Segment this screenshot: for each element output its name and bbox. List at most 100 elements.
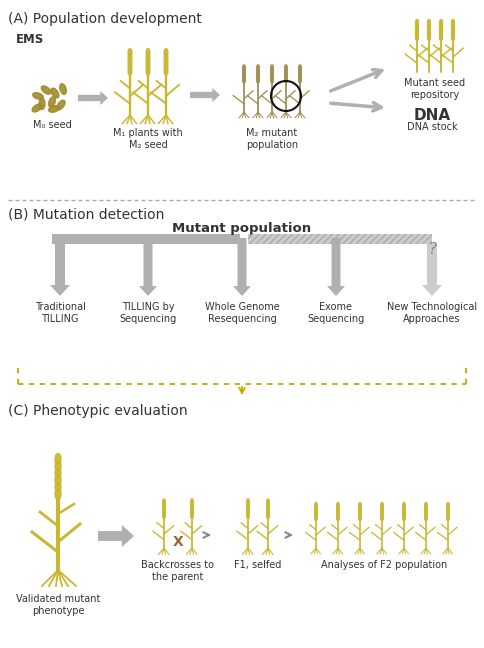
Bar	[247, 234, 431, 244]
Ellipse shape	[415, 30, 418, 37]
Ellipse shape	[270, 73, 273, 79]
Ellipse shape	[446, 509, 448, 515]
Ellipse shape	[424, 513, 426, 518]
Ellipse shape	[242, 77, 245, 83]
Polygon shape	[421, 244, 441, 296]
Ellipse shape	[146, 58, 150, 65]
Text: F1, selfed: F1, selfed	[234, 560, 281, 570]
Ellipse shape	[402, 509, 405, 515]
Ellipse shape	[380, 509, 382, 515]
Ellipse shape	[270, 65, 273, 71]
Ellipse shape	[439, 19, 441, 25]
Ellipse shape	[55, 489, 61, 500]
Ellipse shape	[446, 502, 448, 507]
Ellipse shape	[424, 502, 426, 507]
Text: New Technological
Approaches: New Technological Approaches	[386, 302, 476, 325]
Ellipse shape	[164, 49, 167, 56]
Ellipse shape	[358, 502, 361, 507]
Ellipse shape	[246, 513, 249, 518]
Polygon shape	[98, 525, 134, 547]
Ellipse shape	[242, 73, 245, 79]
Polygon shape	[232, 238, 251, 296]
Text: M₁ plants with
M₂ seed: M₁ plants with M₂ seed	[113, 128, 182, 150]
Ellipse shape	[426, 34, 430, 40]
Ellipse shape	[128, 67, 132, 75]
Ellipse shape	[424, 505, 426, 511]
Text: (C) Phenotypic evaluation: (C) Phenotypic evaluation	[8, 404, 187, 418]
Ellipse shape	[48, 106, 59, 112]
Text: Mutant population: Mutant population	[172, 222, 311, 235]
Ellipse shape	[256, 69, 259, 75]
Ellipse shape	[298, 65, 301, 71]
Ellipse shape	[439, 30, 441, 37]
Ellipse shape	[164, 53, 167, 61]
Polygon shape	[78, 91, 108, 105]
Ellipse shape	[190, 513, 193, 518]
Ellipse shape	[298, 77, 301, 83]
Text: (A) Population development: (A) Population development	[8, 12, 201, 26]
Ellipse shape	[266, 513, 269, 518]
Ellipse shape	[336, 509, 339, 515]
Ellipse shape	[402, 516, 405, 521]
Text: ?: ?	[427, 242, 435, 257]
Ellipse shape	[128, 49, 132, 56]
Ellipse shape	[246, 506, 249, 512]
Ellipse shape	[358, 509, 361, 515]
Bar	[247, 234, 431, 244]
Ellipse shape	[162, 513, 165, 518]
Ellipse shape	[358, 516, 361, 521]
Ellipse shape	[415, 19, 418, 25]
Ellipse shape	[51, 88, 59, 98]
Ellipse shape	[446, 513, 448, 518]
Ellipse shape	[128, 53, 132, 61]
Ellipse shape	[162, 509, 165, 515]
Ellipse shape	[266, 509, 269, 515]
Ellipse shape	[32, 104, 42, 112]
Ellipse shape	[270, 77, 273, 83]
Ellipse shape	[266, 502, 269, 508]
Ellipse shape	[146, 63, 150, 71]
Ellipse shape	[246, 502, 249, 508]
Text: M₂ mutant
population: M₂ mutant population	[245, 128, 298, 150]
Ellipse shape	[415, 23, 418, 29]
Ellipse shape	[41, 86, 51, 94]
Ellipse shape	[314, 505, 317, 511]
Ellipse shape	[190, 502, 193, 508]
Text: Mutant seed
repository: Mutant seed repository	[404, 78, 465, 100]
Ellipse shape	[60, 84, 66, 95]
Ellipse shape	[424, 516, 426, 521]
Bar	[52, 234, 240, 244]
Ellipse shape	[146, 53, 150, 61]
Ellipse shape	[190, 509, 193, 515]
Text: Traditional
TILLING: Traditional TILLING	[34, 302, 85, 325]
Polygon shape	[139, 238, 157, 296]
Ellipse shape	[314, 502, 317, 507]
Ellipse shape	[298, 73, 301, 79]
Ellipse shape	[256, 77, 259, 83]
Ellipse shape	[426, 19, 430, 25]
Ellipse shape	[270, 69, 273, 75]
Ellipse shape	[402, 513, 405, 518]
Ellipse shape	[190, 499, 193, 505]
Ellipse shape	[55, 474, 61, 485]
Ellipse shape	[128, 58, 132, 65]
Ellipse shape	[358, 505, 361, 511]
Text: Analyses of F2 population: Analyses of F2 population	[320, 560, 446, 570]
Ellipse shape	[451, 19, 454, 25]
Ellipse shape	[426, 23, 430, 29]
Text: DNA: DNA	[412, 108, 450, 123]
Text: Backcrosses to
the parent: Backcrosses to the parent	[141, 560, 214, 582]
Ellipse shape	[451, 27, 454, 33]
Ellipse shape	[336, 513, 339, 518]
Ellipse shape	[336, 516, 339, 521]
Ellipse shape	[314, 509, 317, 515]
Text: (B) Mutation detection: (B) Mutation detection	[8, 207, 164, 221]
Text: Validated mutant
phenotype: Validated mutant phenotype	[16, 594, 100, 616]
Ellipse shape	[314, 513, 317, 518]
Ellipse shape	[266, 499, 269, 505]
Ellipse shape	[336, 502, 339, 507]
Polygon shape	[50, 244, 70, 296]
Ellipse shape	[451, 30, 454, 37]
Text: EMS: EMS	[16, 33, 44, 46]
Ellipse shape	[55, 461, 61, 472]
